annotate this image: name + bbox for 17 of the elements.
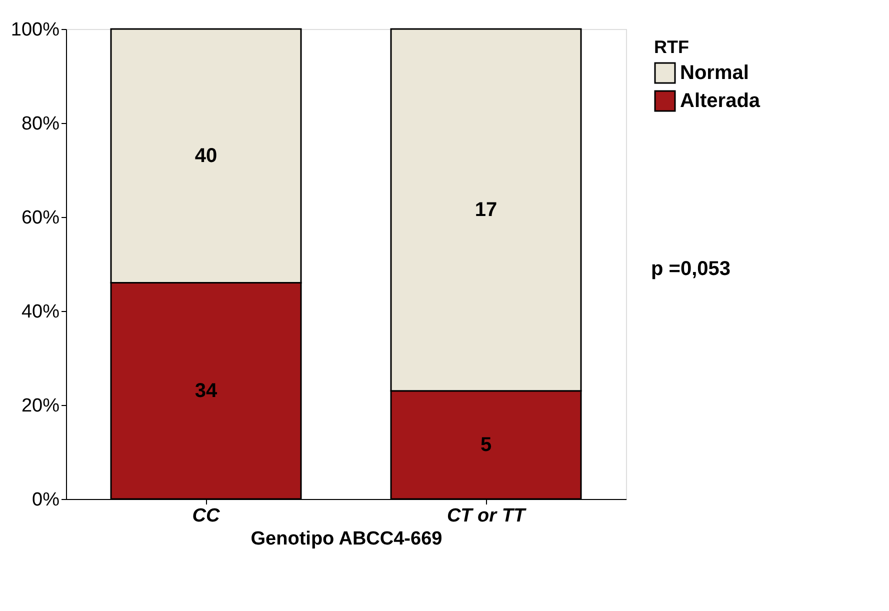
y-tick-label: 0% <box>32 490 60 510</box>
annotation: 34 <box>194 380 218 402</box>
y-tick-label: 80% <box>21 114 60 134</box>
x-tick-label: CC <box>192 506 220 526</box>
legend-title: RTF <box>654 37 689 57</box>
y-tick-label: 40% <box>21 302 60 322</box>
annotation: 17 <box>474 198 498 221</box>
y-tick-label: 60% <box>21 208 60 228</box>
y-tick-label: 20% <box>21 396 60 416</box>
x-axis-title: Genotipo ABCC4-669 <box>250 528 442 550</box>
text: p =0,053 <box>651 258 731 280</box>
legend-label: Normal <box>680 62 749 84</box>
y-tick-label: 100% <box>10 20 60 40</box>
annotation: 5 <box>480 434 492 456</box>
annotation: 40 <box>194 144 218 167</box>
x-tick-label: CT or TT <box>446 506 526 526</box>
legend-label: Alterada <box>680 90 761 112</box>
